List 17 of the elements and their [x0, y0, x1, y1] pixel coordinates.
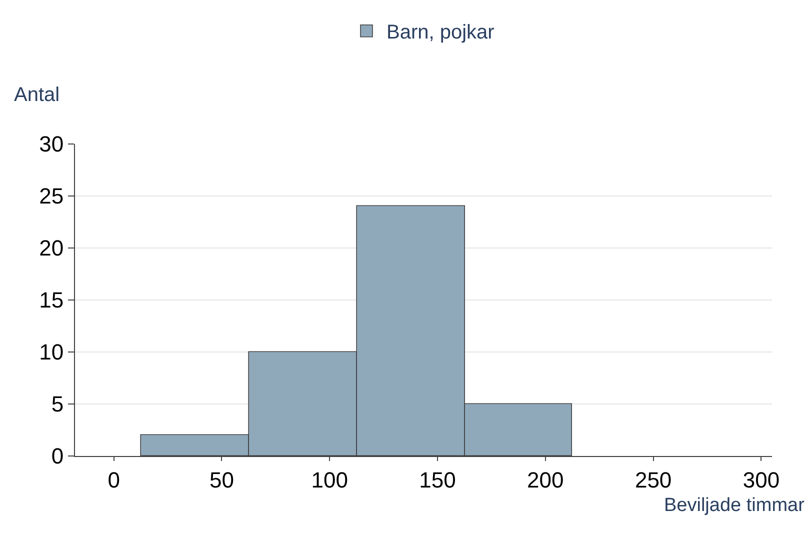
- x-tick-label: 200: [527, 467, 564, 492]
- y-tick-label: 20: [39, 236, 64, 261]
- y-tick-label: 0: [51, 444, 64, 469]
- x-tick-label: 150: [419, 467, 456, 492]
- y-tick-label: 25: [39, 184, 64, 209]
- y-tick-label: 30: [39, 132, 64, 157]
- y-tick-label: 15: [39, 288, 64, 313]
- y-tick-label: 10: [39, 340, 64, 365]
- x-tick-label: 100: [311, 467, 348, 492]
- y-axis-title: Antal: [14, 84, 60, 106]
- legend-label: Barn, pojkar: [386, 22, 495, 44]
- x-tick-label: 250: [634, 467, 672, 492]
- x-tick-label: 0: [108, 467, 120, 492]
- x-tick-label: 300: [742, 467, 780, 492]
- y-tick-label: 5: [51, 392, 64, 417]
- x-axis-title: Beviljade timmar: [664, 495, 806, 516]
- x-tick-label: 50: [210, 467, 234, 492]
